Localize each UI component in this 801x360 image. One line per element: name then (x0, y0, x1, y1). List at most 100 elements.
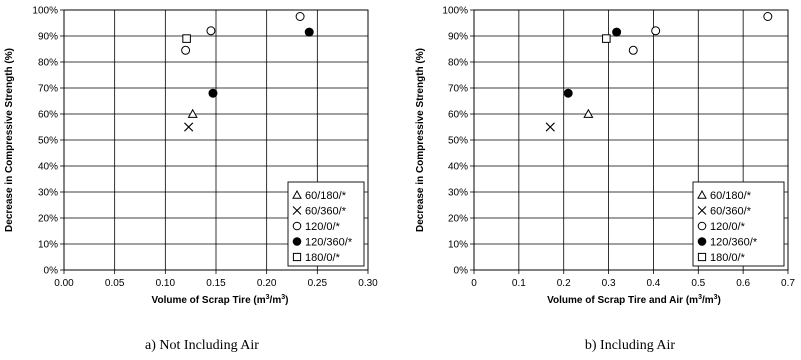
x-axis-label: Volume of Scrap Tire (m3/m3) (152, 294, 289, 306)
data-point-x (184, 122, 194, 132)
data-point-circle-open (181, 45, 191, 55)
chart-subtitle: b) Including Air (585, 338, 676, 353)
data-point-circle-filled (208, 88, 218, 98)
data-point-square (182, 34, 191, 43)
x-axis-label-part: ) (285, 295, 288, 306)
y-tick-label: 60% (38, 110, 58, 121)
legend-label: 60/180/* (710, 190, 752, 202)
x-tick-label: 0.3 (602, 278, 616, 289)
legend-marker-x-stroke-b (697, 206, 707, 215)
y-tick-label: 60% (448, 110, 468, 121)
legend-label: 60/180/* (305, 190, 347, 202)
x-tick-label: 0.1 (512, 278, 526, 289)
y-tick-label: 80% (38, 58, 58, 69)
data-point-triangle (583, 108, 594, 118)
x-axis-label-part: Volume of Scrap Tire (m (152, 295, 266, 306)
legend-marker-x (697, 206, 707, 215)
data-point-circle-open (295, 12, 305, 21)
y-tick-label: 70% (38, 84, 58, 95)
legend-label: 60/360/* (710, 206, 752, 218)
x-axis-label-part: Volume of Scrap Tire and Air (m (547, 295, 698, 306)
plot-frame (63, 9, 369, 271)
x-axis-label-part: /m (270, 295, 282, 306)
y-tick-label: 20% (38, 214, 58, 225)
legend-marker-circle-open (697, 221, 707, 231)
x-tick-label: 0.15 (206, 278, 226, 289)
y-tick-label: 90% (448, 32, 468, 43)
x-tick-label: 0 (471, 278, 477, 289)
legend-marker-circle-filled (697, 237, 707, 246)
y-tick-label: 10% (38, 240, 58, 251)
x-axis-label-superscript: 3 (698, 294, 702, 301)
data-point-x-stroke-b (545, 122, 555, 132)
legend-marker-x-stroke-b (292, 206, 302, 215)
legend-label: 120/360/* (305, 237, 353, 249)
x-tick-label: 0.05 (105, 278, 125, 289)
y-tick-label: 40% (448, 162, 468, 173)
legend-marker-x (292, 206, 302, 215)
y-axis-label: Decrease in Compressive Strength (%) (4, 48, 15, 232)
data-point-circle-open (206, 26, 216, 36)
legend-label: 60/360/* (305, 206, 347, 218)
y-tick-label: 100% (32, 6, 58, 17)
legend-label: 180/0/* (305, 252, 341, 264)
x-tick-label: 0.20 (257, 278, 277, 289)
legend: 60/180/* 60/360/* 120/0/* 120/360/* 180/0/* (287, 181, 365, 267)
legend-label: 120/360/* (710, 237, 758, 249)
x-axis-label-superscript: 3 (281, 294, 285, 301)
x-tick-label: 0.10 (156, 278, 176, 289)
legend: 60/180/* 60/360/* 120/0/* 120/360/* 180/0/* (692, 181, 785, 267)
data-point-x (545, 122, 555, 132)
legend-marker-circle-open (292, 221, 302, 231)
legend-label: 180/0/* (710, 252, 746, 264)
legend-marker-circle-filled (292, 237, 302, 246)
y-tick-label: 30% (448, 188, 468, 199)
x-axis-label: Volume of Scrap Tire and Air (m3/m3) (547, 294, 721, 306)
chart-panel-a: 0% 10% 20% 30% 40% 50% 60% 70% 80% 90% 100% 0.00 0.0… (4, 6, 378, 354)
chart-subtitle: a) Not Including Air (145, 338, 259, 353)
data-point-circle-open (628, 45, 638, 55)
y-tick-label: 10% (448, 240, 468, 251)
y-tick-label: 50% (38, 136, 58, 147)
x-axis-label-part: ) (718, 295, 721, 306)
legend-box (692, 181, 785, 267)
x-tick-label: 0.00 (54, 278, 74, 289)
data-point-square (602, 34, 611, 43)
x-tick-label: 0.6 (736, 278, 750, 289)
y-tick-label: 90% (38, 32, 58, 43)
y-tick-label: 20% (448, 214, 468, 225)
data-point-circle-open (763, 12, 773, 21)
data-point-circle-open (651, 26, 661, 36)
x-tick-label: 0.7 (781, 278, 795, 289)
y-tick-label: 80% (448, 58, 468, 69)
y-axis-label: Decrease in Compressive Strength (%) (415, 48, 426, 232)
x-axis-label-superscript: 3 (714, 294, 718, 301)
y-tick-label: 30% (38, 188, 58, 199)
data-point-x-stroke-b (184, 122, 194, 132)
y-tick-label: 100% (442, 6, 468, 17)
legend-marker-triangle (292, 189, 302, 199)
x-tick-label: 0.2 (557, 278, 571, 289)
x-tick-label: 0.4 (646, 278, 660, 289)
x-tick-label: 0.25 (308, 278, 328, 289)
data-point-circle-filled (563, 88, 573, 98)
legend-marker-square (697, 252, 707, 262)
x-axis-label-superscript: 3 (266, 294, 270, 301)
x-tick-label: 0.30 (358, 278, 378, 289)
data-point-circle-filled (304, 27, 314, 37)
plot-frame (473, 9, 789, 271)
legend-marker-triangle (697, 189, 707, 199)
y-tick-label: 70% (448, 84, 468, 95)
x-tick-label: 0.5 (691, 278, 705, 289)
x-axis-label-part: /m (702, 295, 714, 306)
chart-panel-b: 0% 10% 20% 30% 40% 50% 60% 70% 80% 90% 100% 0 0.1 0.2… (415, 6, 795, 354)
y-tick-label: 0% (454, 266, 469, 277)
legend-label: 120/0/* (710, 221, 746, 233)
legend-label: 120/0/* (305, 221, 341, 233)
data-point-triangle (187, 108, 198, 118)
y-tick-label: 50% (448, 136, 468, 147)
y-tick-label: 0% (44, 266, 59, 277)
y-tick-label: 40% (38, 162, 58, 173)
data-point-circle-filled (612, 27, 622, 37)
